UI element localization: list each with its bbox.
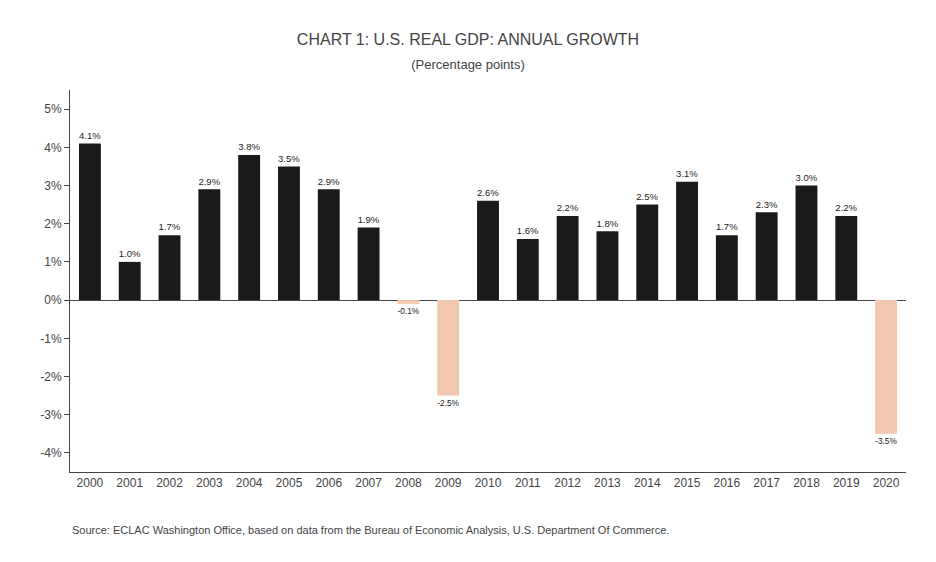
svg-text:3.8%: 3.8% bbox=[238, 141, 260, 152]
svg-text:-3%: -3% bbox=[40, 408, 62, 422]
svg-text:Source: ECLAC Washington Offic: Source: ECLAC Washington Office, based o… bbox=[72, 524, 669, 536]
svg-text:1.7%: 1.7% bbox=[159, 221, 181, 232]
svg-text:1.6%: 1.6% bbox=[517, 225, 539, 236]
svg-text:2016: 2016 bbox=[714, 476, 741, 490]
svg-text:3%: 3% bbox=[44, 179, 62, 193]
svg-text:1%: 1% bbox=[44, 255, 62, 269]
svg-text:1.0%: 1.0% bbox=[119, 248, 141, 259]
svg-text:2.3%: 2.3% bbox=[756, 199, 778, 210]
svg-text:2.5%: 2.5% bbox=[636, 191, 658, 202]
svg-text:2017: 2017 bbox=[753, 476, 780, 490]
svg-text:5%: 5% bbox=[44, 102, 62, 116]
svg-text:2002: 2002 bbox=[156, 476, 183, 490]
svg-text:4%: 4% bbox=[44, 141, 62, 155]
svg-text:1.7%: 1.7% bbox=[716, 221, 738, 232]
svg-text:2.2%: 2.2% bbox=[835, 202, 857, 213]
svg-text:2.2%: 2.2% bbox=[557, 202, 579, 213]
svg-text:2013: 2013 bbox=[594, 476, 621, 490]
svg-text:-2%: -2% bbox=[40, 370, 62, 384]
svg-text:(Percentage points): (Percentage points) bbox=[411, 57, 524, 72]
svg-text:2014: 2014 bbox=[634, 476, 661, 490]
svg-text:3.5%: 3.5% bbox=[278, 153, 300, 164]
svg-text:-1%: -1% bbox=[40, 332, 62, 346]
svg-text:2.6%: 2.6% bbox=[477, 187, 499, 198]
svg-text:2009: 2009 bbox=[435, 476, 462, 490]
svg-text:2012: 2012 bbox=[554, 476, 581, 490]
svg-text:-2.5%: -2.5% bbox=[437, 398, 459, 408]
svg-text:2.9%: 2.9% bbox=[198, 176, 220, 187]
svg-text:2007: 2007 bbox=[355, 476, 382, 490]
svg-text:3.0%: 3.0% bbox=[796, 172, 818, 183]
svg-text:2018: 2018 bbox=[793, 476, 820, 490]
svg-text:2001: 2001 bbox=[116, 476, 143, 490]
svg-text:2011: 2011 bbox=[515, 476, 541, 490]
svg-text:1.8%: 1.8% bbox=[596, 218, 618, 229]
svg-text:2019: 2019 bbox=[833, 476, 860, 490]
svg-text:-0.1%: -0.1% bbox=[397, 306, 419, 316]
svg-text:2003: 2003 bbox=[196, 476, 223, 490]
svg-text:0%: 0% bbox=[44, 293, 62, 307]
svg-text:1.9%: 1.9% bbox=[358, 214, 380, 225]
svg-text:2008: 2008 bbox=[395, 476, 422, 490]
svg-text:2020: 2020 bbox=[873, 476, 900, 490]
svg-text:2.9%: 2.9% bbox=[318, 176, 340, 187]
svg-text:2015: 2015 bbox=[674, 476, 701, 490]
svg-text:-4%: -4% bbox=[40, 446, 62, 460]
svg-text:2004: 2004 bbox=[236, 476, 263, 490]
svg-text:2%: 2% bbox=[44, 217, 62, 231]
svg-text:2000: 2000 bbox=[77, 476, 104, 490]
svg-text:2006: 2006 bbox=[315, 476, 342, 490]
svg-text:4.1%: 4.1% bbox=[79, 130, 101, 141]
svg-text:3.1%: 3.1% bbox=[676, 168, 698, 179]
svg-text:2010: 2010 bbox=[475, 476, 502, 490]
svg-text:2005: 2005 bbox=[276, 476, 303, 490]
svg-text:CHART 1: U.S. REAL GDP: ANNUAL: CHART 1: U.S. REAL GDP: ANNUAL GROWTH bbox=[297, 31, 639, 48]
svg-text:-3.5%: -3.5% bbox=[875, 436, 897, 446]
